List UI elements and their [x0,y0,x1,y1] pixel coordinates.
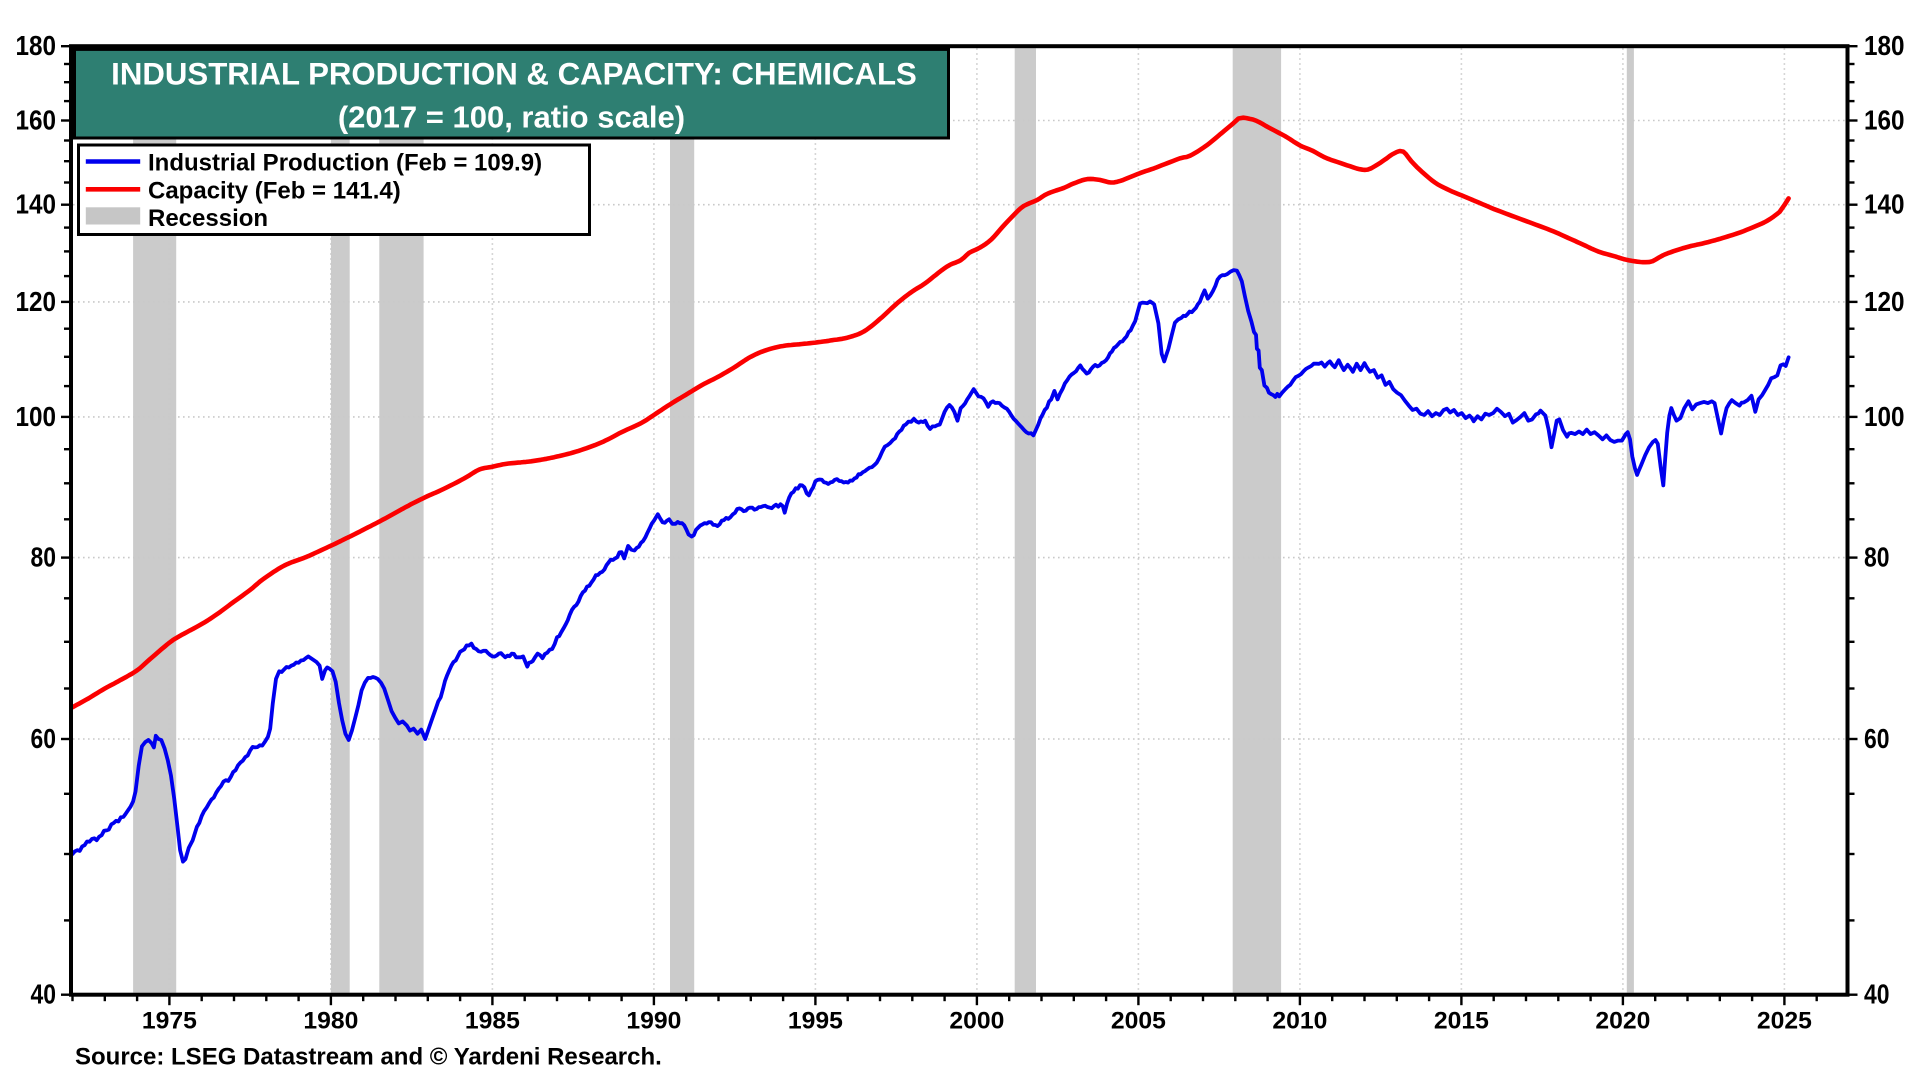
svg-text:60: 60 [1864,723,1890,754]
svg-text:1990: 1990 [626,1008,681,1035]
svg-text:Industrial Production (Feb = 1: Industrial Production (Feb = 109.9) [148,150,542,177]
svg-text:160: 160 [1864,105,1905,136]
svg-text:60: 60 [31,723,57,754]
svg-text:40: 40 [1864,979,1890,1010]
svg-text:Recession: Recession [148,205,268,232]
svg-text:1975: 1975 [142,1008,197,1035]
svg-text:80: 80 [1864,542,1890,573]
svg-text:160: 160 [16,105,57,136]
svg-text:80: 80 [31,542,57,573]
svg-text:100: 100 [16,401,57,432]
svg-text:2010: 2010 [1272,1008,1327,1035]
svg-text:1980: 1980 [303,1008,358,1035]
svg-text:180: 180 [1864,30,1905,61]
svg-text:1985: 1985 [465,1008,520,1035]
svg-text:140: 140 [16,189,57,220]
svg-text:2005: 2005 [1111,1008,1166,1035]
svg-text:120: 120 [1864,286,1905,317]
svg-text:180: 180 [16,30,57,61]
svg-text:100: 100 [1864,401,1905,432]
svg-text:40: 40 [31,979,57,1010]
svg-text:2025: 2025 [1757,1008,1812,1035]
svg-text:1995: 1995 [788,1008,843,1035]
svg-text:2020: 2020 [1595,1008,1650,1035]
svg-text:120: 120 [16,286,57,317]
svg-text:Source: LSEG Datastream and ©: Source: LSEG Datastream and © Yardeni Re… [75,1044,662,1071]
svg-text:2015: 2015 [1434,1008,1489,1035]
svg-text:(2017 = 100, ratio scale): (2017 = 100, ratio scale) [338,100,685,135]
svg-text:2000: 2000 [949,1008,1004,1035]
svg-text:INDUSTRIAL PRODUCTION & CAPACI: INDUSTRIAL PRODUCTION & CAPACITY: CHEMIC… [111,56,917,91]
svg-text:140: 140 [1864,189,1905,220]
svg-text:Capacity (Feb = 141.4): Capacity (Feb = 141.4) [148,177,401,204]
